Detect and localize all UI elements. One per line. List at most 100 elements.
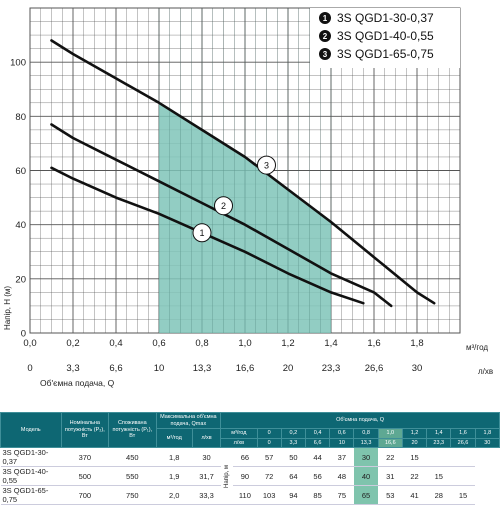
x-tick-label: 0,4 — [109, 338, 122, 349]
table-cell-head: 72 — [257, 466, 282, 486]
x2-tick-label: 20 — [283, 363, 294, 374]
curve-marker-1: 1 — [192, 223, 212, 243]
legend-badge — [319, 48, 331, 60]
th-qmax-unit-l: л/хв — [191, 428, 222, 448]
table-cell-head: 65 — [353, 485, 379, 505]
series-line-3 — [50, 39, 436, 305]
pump-curve-chart: 1 2 3 0,0 0,2 0,4 0,6 0,8 1,0 1,2 1,4 1,6 1,8 0 3,3 6… — [3, 7, 493, 388]
curve-marker-label: 2 — [221, 201, 226, 211]
x2-axis-ticks: 0 3,3 6,6 10 13,3 16,6 20 23,3 26,6 30 — [27, 363, 422, 374]
table-cell-head: 66 — [232, 447, 258, 467]
table-cell-head: 103 — [257, 485, 282, 505]
table-cell: 3S QGD1-30-0,37 — [0, 447, 62, 467]
x2-tick-label: 16,6 — [236, 363, 255, 374]
table-row: 3S QGD1-40-0,55 500 550 1,9 31,7 90 72 64 56 48 40… — [0, 466, 500, 486]
legend-bg — [310, 8, 460, 68]
x2-tick-label: 0 — [27, 363, 32, 374]
table-row: 3S QGD1-65-0,75 700 750 2,0 33,3 110 103 94 85 75… — [0, 485, 500, 505]
y-tick-label: 80 — [15, 112, 26, 123]
y-tick-label: 60 — [15, 166, 26, 177]
table-cell-head — [450, 447, 476, 467]
curve-markers: 1 2 3 — [192, 155, 276, 243]
table-cell-head: 57 — [257, 447, 282, 467]
legend-label: 3S QGD1-65-0,75 — [337, 47, 434, 61]
th-flow-group: Об'ємна подача, Q — [220, 412, 500, 429]
table-cell-head: 15 — [426, 466, 451, 486]
curve-marker-circle — [214, 196, 233, 216]
x-axis-unit-lmin: л/хв — [478, 367, 493, 376]
x-tick-label: 0,0 — [23, 338, 36, 349]
legend-item-1: 1 3S QGD1-30-0,37 — [319, 11, 434, 25]
table-cell: 370 — [61, 447, 109, 467]
x-tick-label: 1,8 — [410, 338, 423, 349]
table-cell-head — [426, 447, 451, 467]
legend-badge — [319, 30, 331, 42]
y-axis-ticks: 0 20 40 60 80 100 — [10, 58, 26, 340]
table-row: 3S QGD1-30-0,37 370 450 1,8 30 Напір, м 66 57 50… — [0, 447, 500, 505]
pump-spec-table: Модель Номінальна потужність (P₂), Вт Сп… — [0, 412, 500, 505]
legend-item-2: 2 3S QGD1-40-0,55 — [319, 29, 434, 43]
table-cell: 2,0 — [156, 485, 193, 505]
table-cell-head: 15 — [450, 485, 476, 505]
x-axis-bottom-label: Об'ємна подача, Q — [40, 378, 115, 388]
legend-badge — [319, 12, 331, 24]
table-cell-head: 37 — [329, 447, 354, 467]
table-cell-head: 28 — [426, 485, 451, 505]
x-tick-label: 1,6 — [367, 338, 380, 349]
legend-badge-num: 1 — [323, 14, 328, 23]
x2-tick-label: 3,3 — [66, 363, 79, 374]
table-cell: 30 — [192, 447, 221, 467]
y-tick-label: 40 — [15, 220, 26, 231]
legend-label: 3S QGD1-30-0,37 — [337, 11, 434, 25]
th-qmax-unit-m3: м³/год — [155, 428, 193, 448]
y-axis-label: Напір, H (м) — [3, 286, 12, 330]
table-cell-head — [450, 466, 476, 486]
curve-marker-2: 2 — [214, 196, 233, 216]
th-power-cons: Споживана потужність (P₁), Вт — [108, 412, 157, 448]
x2-tick-label: 6,6 — [109, 363, 122, 374]
table-cell-head: 44 — [305, 447, 330, 467]
table-cell-head: 56 — [305, 466, 330, 486]
x-tick-label: 1,4 — [324, 338, 337, 349]
table-cell-head: 40 — [353, 466, 379, 486]
grid-overlay — [158, 8, 332, 333]
table-cell-head: 22 — [378, 447, 403, 467]
curve-marker-label: 1 — [199, 228, 204, 238]
x2-tick-label: 30 — [412, 363, 423, 374]
table-cell: 550 — [108, 466, 157, 486]
table-cell-head: 22 — [402, 466, 427, 486]
table-cell: 31,7 — [192, 466, 221, 486]
table-cell-head: 110 — [232, 485, 258, 505]
y-tick-label: 0 — [21, 329, 26, 340]
legend-badge-num: 3 — [323, 50, 328, 59]
table-cell-head: 31 — [378, 466, 403, 486]
legend-label: 3S QGD1-40-0,55 — [337, 29, 434, 43]
x-tick-label: 0,6 — [152, 338, 165, 349]
table-cell: 1,8 — [156, 447, 193, 467]
curve-marker-circle — [192, 223, 212, 243]
table-cell: 3S QGD1-40-0,55 — [0, 466, 62, 486]
table-cell-head: 15 — [402, 447, 427, 467]
x-axis-unit-m3: м³/год — [466, 343, 488, 352]
table-cell: 1,9 — [156, 466, 193, 486]
table-cell: 450 — [108, 447, 157, 467]
table-cell-head: 53 — [378, 485, 403, 505]
table-cell: 750 — [108, 485, 157, 505]
table-cell-head: 90 — [232, 466, 258, 486]
curve-marker-label: 3 — [264, 160, 269, 170]
table-head-unit: Напір, м — [220, 447, 233, 505]
x-tick-label: 1,0 — [238, 338, 251, 349]
table-cell-head: 85 — [305, 485, 330, 505]
curve-marker-3: 3 — [257, 155, 276, 175]
table-cell-head: 94 — [281, 485, 306, 505]
th-unit-m3: м³/год — [220, 428, 258, 439]
chart-legend: 1 3S QGD1-30-0,37 2 3S QGD1-40-0,55 3 3S QGD1… — [310, 8, 460, 68]
table-cell-head: 30 — [353, 447, 379, 467]
legend-item-3: 3 3S QGD1-65-0,75 — [319, 47, 434, 61]
th-model: Модель — [0, 412, 62, 448]
th-flow-max: Максимальна об'ємна подача, Qmax — [155, 412, 222, 429]
table-cell: 33,3 — [192, 485, 221, 505]
curve-marker-circle — [257, 155, 276, 175]
x2-tick-label: 13,3 — [193, 363, 212, 374]
legend-badge-num: 2 — [323, 32, 328, 41]
